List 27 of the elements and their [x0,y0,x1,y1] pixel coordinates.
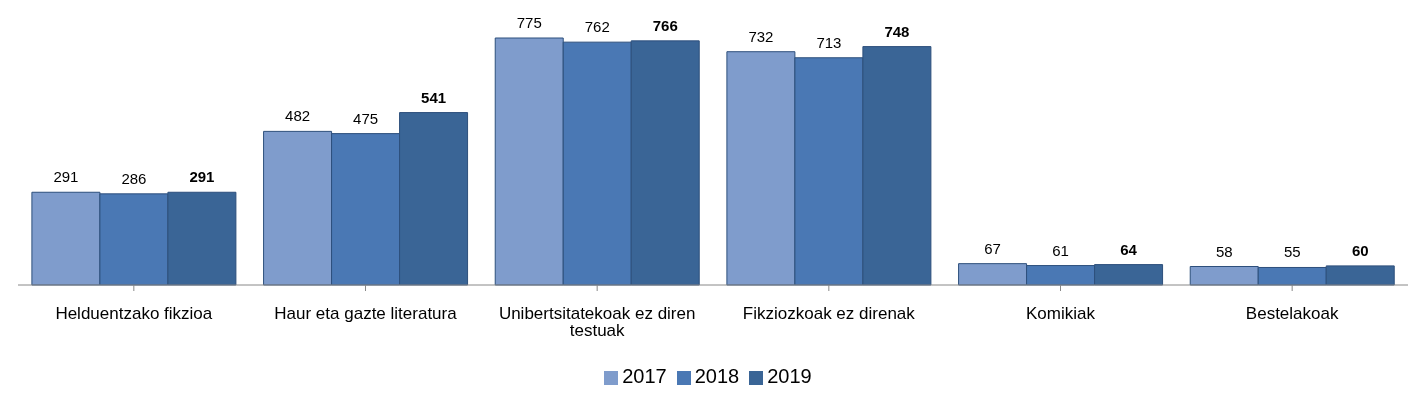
data-label: 775 [516,14,542,31]
data-label: 60 [1351,241,1369,259]
data-label: 713 [816,33,842,51]
legend-label: 2017 [622,365,667,387]
x-tick-label: Helduentzako fikzioa [55,304,213,324]
legend-label: 2018 [694,365,740,387]
data-label: 291 [189,168,215,186]
data-label: 58 [1215,242,1233,260]
data-label: 67 [984,239,1001,257]
data-label: 732 [748,27,774,45]
data-label: 748 [884,22,910,40]
data-label: 482 [285,107,311,125]
data-label: 291 [53,168,79,186]
data-label: 475 [353,109,379,127]
data-label: 286 [121,169,147,187]
legend-label: 2019 [767,365,812,387]
data-label: 55 [1283,243,1301,261]
x-tick-label: Komikiak [1026,304,1096,324]
x-tick-label: Fikziozkoak ez direnak [742,304,916,324]
data-label: 762 [584,18,610,36]
data-label: 541 [421,88,447,106]
data-label: 766 [652,16,678,34]
x-tick-label: Bestelakoak [1245,304,1339,324]
data-label: 61 [1052,241,1069,259]
data-label: 64 [1120,240,1138,258]
x-tick-label: Haur eta gazte literatura [274,304,458,324]
x-tick-label: Unibertsitatekoak ez diren testuak [498,304,696,341]
